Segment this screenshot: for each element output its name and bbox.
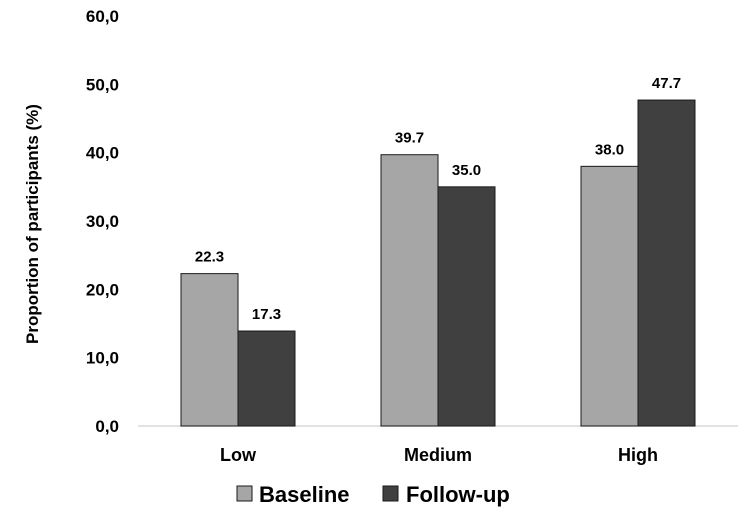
bar-follow-up-medium	[437, 186, 496, 427]
bar-baseline-high	[580, 165, 639, 427]
legend-label: Baseline	[259, 482, 350, 507]
legend-swatch	[236, 485, 253, 502]
y-tick-label: 60,0	[86, 7, 119, 26]
y-tick-label: 10,0	[86, 349, 119, 368]
data-label: 22.3	[195, 249, 224, 266]
y-tick-label: 20,0	[86, 280, 119, 299]
y-tick-label: 40,0	[86, 144, 119, 163]
data-label: 35.0	[452, 162, 481, 179]
x-category-label: High	[618, 445, 658, 465]
category-labels: Low Medium High	[220, 445, 658, 465]
x-category-label: Low	[220, 445, 257, 465]
legend-swatch	[382, 485, 399, 502]
legend: Baseline Follow-up	[236, 482, 510, 507]
y-axis-ticks: 0,0 10,0 20,0 30,0 40,0 50,0 60,0	[86, 7, 119, 436]
y-tick-label: 30,0	[86, 212, 119, 231]
bar-follow-up-high	[637, 99, 696, 427]
bar-follow-up-low	[237, 330, 296, 427]
bars-group: 22.3 17.3 39.7 35.0 38.0 47.7	[180, 75, 696, 427]
bar-baseline-medium	[380, 154, 439, 427]
y-axis-title: Proportion of participants (%)	[23, 104, 42, 344]
x-category-label: Medium	[404, 445, 472, 465]
bar-baseline-low	[180, 273, 239, 427]
data-label: 47.7	[652, 75, 681, 92]
data-label: 39.7	[395, 130, 424, 147]
data-label: 38.0	[595, 141, 624, 158]
y-tick-label: 0,0	[95, 417, 119, 436]
y-tick-label: 50,0	[86, 75, 119, 94]
data-label: 17.3	[252, 306, 281, 323]
legend-label: Follow-up	[406, 482, 510, 507]
